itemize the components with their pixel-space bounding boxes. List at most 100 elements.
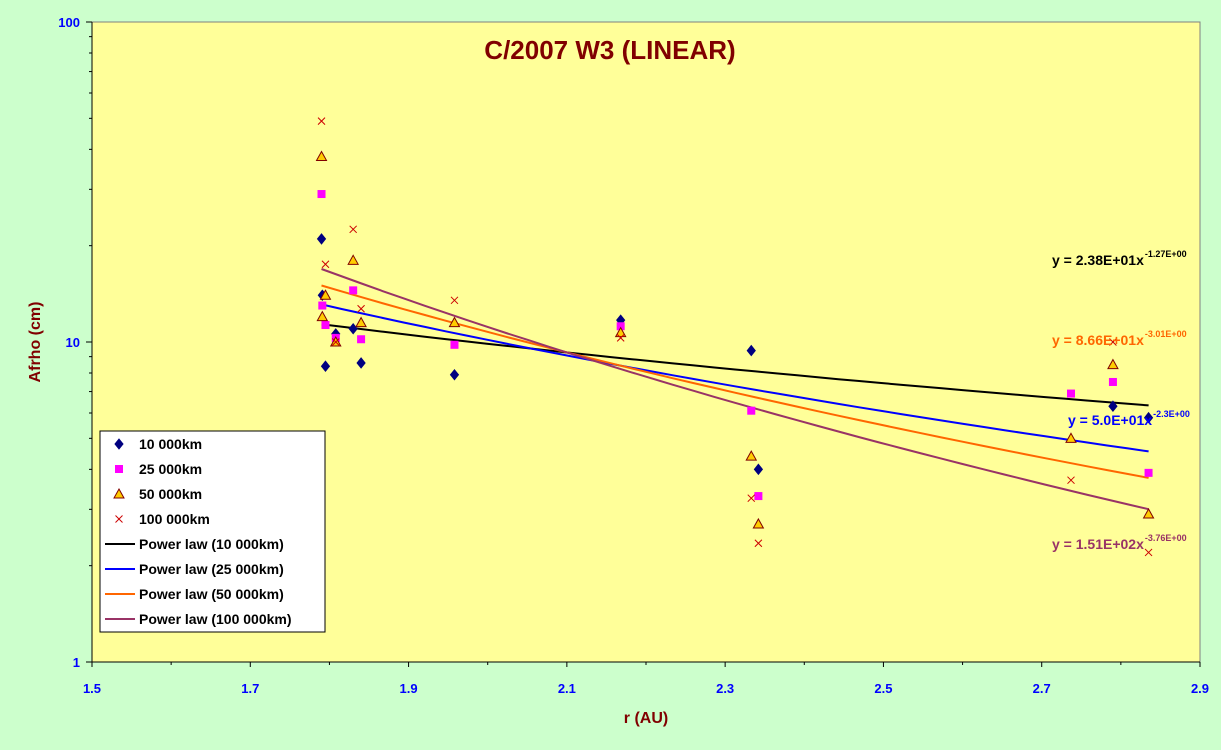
data-point-stroke [747,494,756,503]
data-point [747,494,756,503]
y-tick-label: 1 [73,655,80,670]
data-point [450,296,459,305]
data-point-stroke [349,225,358,234]
data-point-stroke [1144,548,1153,557]
x-tick-label: 1.9 [400,681,418,696]
data-point [747,406,756,415]
legend-label: Power law (50 000km) [139,586,284,602]
data-point [1144,468,1153,477]
x-tick-label: 2.7 [1033,681,1051,696]
data-point [356,357,366,369]
data-point [348,322,358,335]
data-point [754,539,763,548]
data-point-stroke [317,117,326,125]
data-point [450,340,459,349]
data-point [357,335,366,344]
x-tick-label: 2.1 [558,681,576,696]
data-point [317,117,326,125]
data-point [317,190,326,199]
data-point [614,326,627,338]
data-point [331,338,340,346]
data-point [321,321,330,330]
data-point [114,438,124,450]
x-axis-label: r (AU) [624,710,668,727]
data-point [616,322,625,331]
data-point-stroke [616,334,625,342]
x-tick-label: 2.9 [1191,681,1209,696]
data-point [315,150,328,161]
chart-title: C/2007 W3 (LINEAR) [484,35,735,65]
data-point [745,450,758,461]
x-tick-label: 2.5 [874,681,892,696]
data-point [113,487,125,499]
data-point [321,260,330,269]
data-point-stroke [1109,338,1117,346]
data-point [1142,508,1155,519]
fit-line [321,303,1149,453]
data-point [349,225,358,234]
data-point [753,463,764,476]
data-point [1108,400,1118,413]
data-point-stroke [331,338,340,346]
data-point [1107,358,1119,370]
fit-equation-exponent: -2.3E+00 [1153,409,1190,419]
data-point [448,316,461,328]
data-point [746,344,756,357]
legend-box [99,430,326,633]
fit-line [321,268,1149,511]
fit-equation: y = 1.51E+02x [1052,536,1144,552]
legend-label: 50 000km [139,486,202,502]
data-point [1108,377,1117,386]
x-tick-label: 1.7 [241,681,259,696]
legend-label: 100 000km [139,511,210,527]
data-point [115,515,123,523]
data-point [1067,476,1075,485]
fit-equation-exponent: -3.01E+00 [1145,329,1187,339]
fit-equation: y = 5.0E+01x [1068,412,1152,428]
data-point [1143,411,1154,424]
data-point [1065,432,1077,443]
y-tick-label: 100 [58,15,80,30]
legend-label: Power law (100 000km) [139,611,292,627]
data-point [616,334,625,342]
fit-equation-exponent: -3.76E+00 [1145,533,1187,543]
legend-label: 10 000km [139,436,202,452]
data-point [449,368,460,381]
x-tick-label: 1.5 [83,681,101,696]
legend-label: 25 000km [139,461,202,477]
data-point [1109,338,1117,346]
data-point [347,254,360,265]
data-point-stroke [321,260,330,269]
data-point [357,304,365,313]
data-point-stroke [1067,476,1075,485]
data-point [115,465,123,473]
fit-equation: y = 2.38E+01x [1052,252,1144,268]
x-tick-label: 2.3 [716,681,734,696]
data-point [319,289,332,300]
fit-line [321,284,1149,479]
data-point [316,310,329,322]
data-point-stroke [115,515,123,523]
data-point [355,316,367,328]
data-point [1066,389,1075,398]
data-point [349,286,358,295]
data-point [320,360,331,373]
data-point [318,301,327,310]
data-point [754,492,763,501]
data-point [752,517,765,529]
data-point [316,233,327,245]
data-point-stroke [450,296,459,305]
data-point [1144,548,1153,557]
data-point-stroke [357,304,365,313]
y-tick-label: 10 [66,335,80,350]
data-point-stroke [754,539,763,548]
y-axis-label: Afrho (cm) [27,302,44,383]
fit-line [321,323,1149,407]
fit-equation: y = 8.66E+01x [1052,332,1144,348]
fit-equation-exponent: -1.27E+00 [1145,249,1187,259]
legend: 10 000km 25 000km 50 000km 100 000km Power l… [99,430,326,633]
legend-label: Power law (25 000km) [139,561,284,577]
legend-label: Power law (10 000km) [139,536,284,552]
